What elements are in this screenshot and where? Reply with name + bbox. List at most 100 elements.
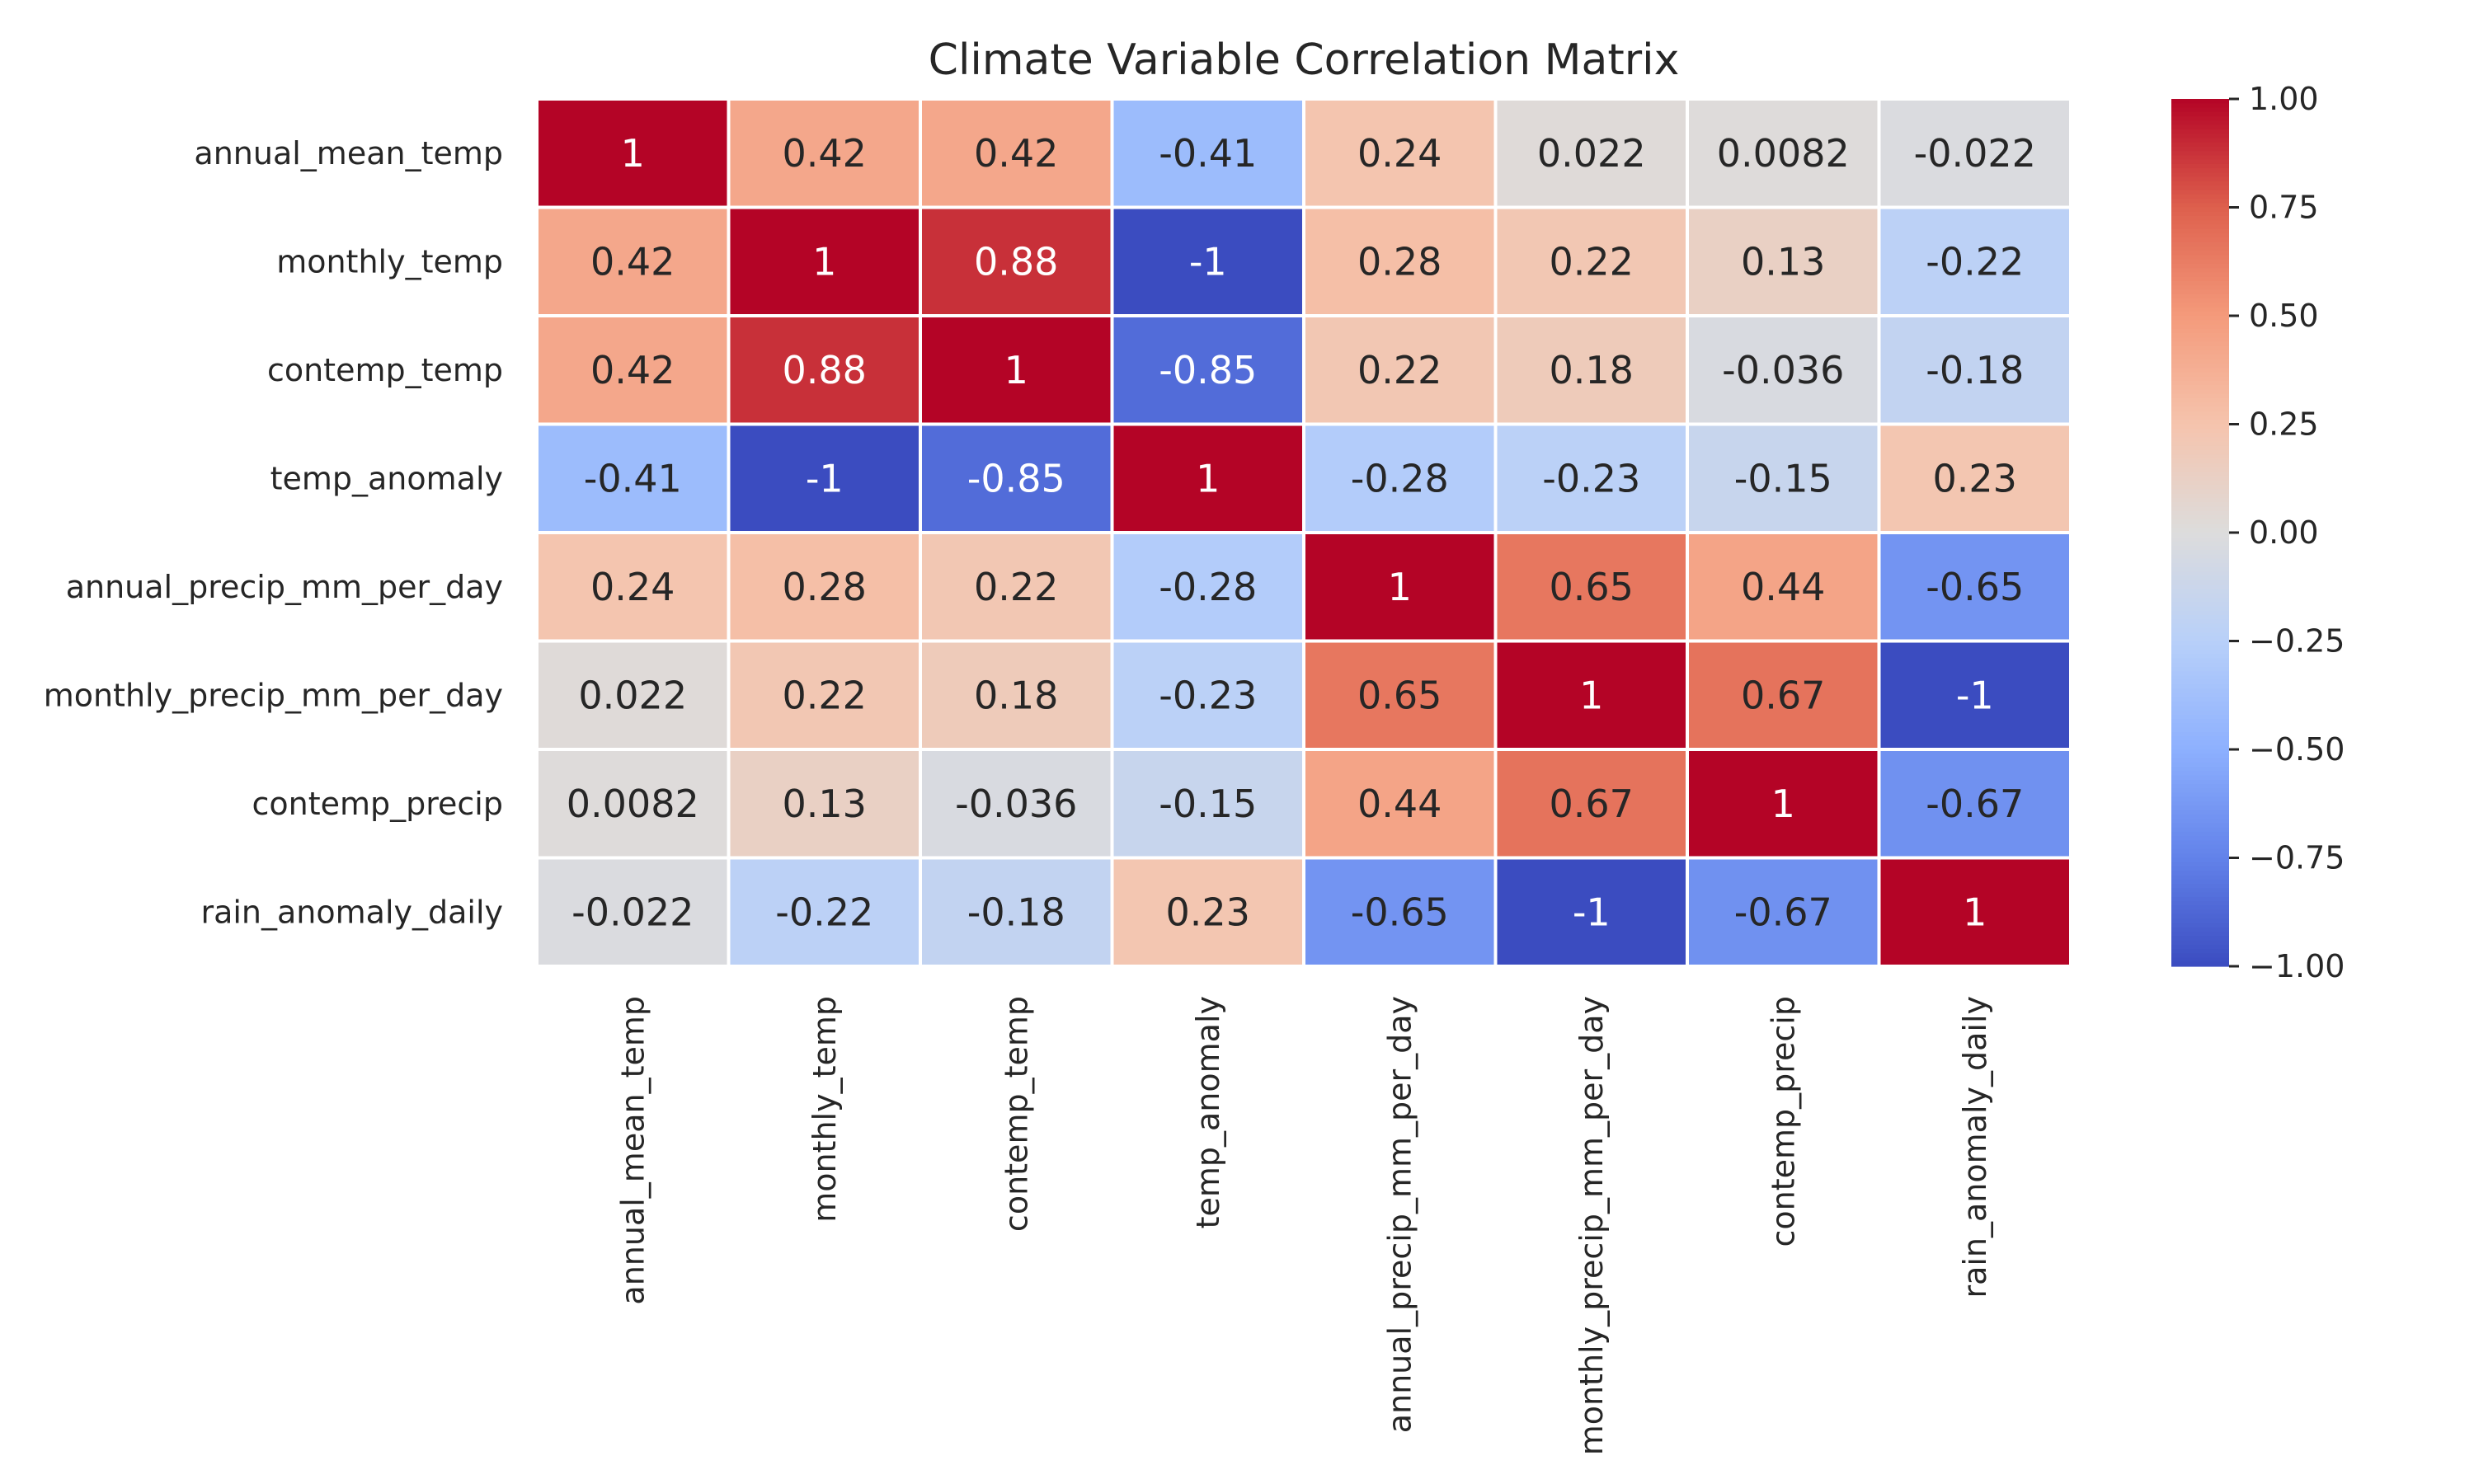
colorbar-segment	[2171, 940, 2229, 946]
chart-title: Climate Variable Correlation Matrix	[929, 35, 1680, 85]
colorbar-segment	[2171, 159, 2229, 165]
colorbar-segment	[2171, 614, 2229, 620]
colorbar-segment	[2171, 176, 2229, 182]
heatmap-cell	[727, 748, 922, 860]
heatmap-cell	[919, 639, 1114, 751]
colorbar-segment	[2171, 641, 2229, 646]
colorbar-segment	[2171, 662, 2229, 668]
colorbar-segment	[2171, 380, 2229, 386]
colorbar-segment	[2171, 606, 2229, 612]
heatmap-cell-value: -0.036	[1722, 348, 1844, 392]
colorbar-segment	[2171, 558, 2229, 564]
colorbar-segment	[2171, 363, 2229, 369]
colorbar-segment	[2171, 497, 2229, 503]
colorbar-segment	[2171, 706, 2229, 711]
heatmap-cell-value: 0.022	[578, 673, 687, 717]
colorbar-segment	[2171, 406, 2229, 412]
colorbar-segment	[2171, 836, 2229, 842]
heatmap-cell-value: 0.28	[783, 565, 867, 609]
heatmap-cell	[1493, 97, 1689, 209]
colorbar-segment	[2171, 328, 2229, 334]
heatmap-cell-value: -0.85	[1159, 348, 1257, 392]
heatmap-cell-value: -0.28	[1159, 565, 1257, 609]
colorbar-segment	[2171, 632, 2229, 637]
colorbar-segment	[2171, 784, 2229, 789]
colorbar-segment	[2171, 909, 2229, 915]
colorbar-segment	[2171, 927, 2229, 932]
colorbar-segment	[2171, 727, 2229, 733]
colorbar: 1.00 0.75 0.50 0.25 0.00 −0.25 −0.50 −0.75 −1.00	[2171, 81, 2345, 984]
colorbar-segment	[2171, 138, 2229, 143]
colorbar-segment	[2171, 263, 2229, 269]
colorbar-segment	[2171, 134, 2229, 139]
colorbar-segment	[2171, 294, 2229, 299]
colorbar-segment	[2171, 667, 2229, 672]
heatmap-cell	[1302, 531, 1498, 643]
colorbar-segment	[2171, 550, 2229, 555]
heatmap-cell-value: -0.23	[1542, 456, 1640, 500]
colorbar-segment	[2171, 255, 2229, 261]
colorbar-segment	[2171, 237, 2229, 243]
colorbar-segment	[2171, 562, 2229, 568]
heatmap-cell-value: -1	[1573, 890, 1611, 934]
colorbar-segment	[2171, 814, 2229, 819]
colorbar-segment	[2171, 359, 2229, 364]
colorbar-segment	[2171, 480, 2229, 486]
colorbar-segment	[2171, 345, 2229, 351]
colorbar-segment	[2171, 107, 2229, 113]
colorbar-segment	[2171, 111, 2229, 117]
colorbar-segment	[2171, 411, 2229, 416]
colorbar-segment	[2171, 589, 2229, 594]
colorbar-segment	[2171, 307, 2229, 312]
colorbar-segment	[2171, 775, 2229, 781]
heatmap-cell-value: -0.41	[584, 456, 682, 500]
colorbar-tick-label: 0.50	[2249, 298, 2319, 334]
colorbar-segment	[2171, 172, 2229, 178]
heatmap-cell-value: -0.67	[1926, 782, 2024, 826]
heatmap-cell-value: 0.44	[1357, 782, 1442, 826]
heatmap-cell-value: 1	[812, 239, 836, 284]
colorbar-segment	[2171, 749, 2229, 754]
colorbar-segment	[2171, 862, 2229, 867]
colorbar-segment	[2171, 228, 2229, 234]
colorbar-segment	[2171, 151, 2229, 156]
colorbar-segment	[2171, 272, 2229, 278]
colorbar-segment	[2171, 485, 2229, 490]
colorbar-segment	[2171, 246, 2229, 251]
colorbar-segment	[2171, 575, 2229, 581]
column-tick-label: monthly_temp	[807, 996, 843, 1223]
colorbar-segment	[2171, 731, 2229, 737]
row-tick-label: contemp_temp	[267, 352, 503, 388]
colorbar-segment	[2171, 397, 2229, 403]
colorbar-tick-label: 0.75	[2249, 190, 2319, 226]
colorbar-segment	[2171, 636, 2229, 642]
colorbar-segment	[2171, 402, 2229, 408]
colorbar-segment	[2171, 831, 2229, 837]
colorbar-segment	[2171, 376, 2229, 382]
colorbar-segment	[2171, 754, 2229, 759]
heatmap-cell	[727, 314, 922, 426]
colorbar-segment	[2171, 142, 2229, 148]
colorbar-segment	[2171, 203, 2229, 209]
colorbar-segment	[2171, 519, 2229, 525]
colorbar-segment	[2171, 251, 2229, 256]
heatmap-cell-value: 0.28	[1357, 239, 1442, 284]
colorbar-segment	[2171, 654, 2229, 660]
colorbar-tick-label: −1.00	[2249, 948, 2345, 984]
heatmap-cell	[1110, 422, 1305, 534]
heatmap-cell	[919, 314, 1114, 426]
colorbar-segment	[2171, 827, 2229, 833]
heatmap-cell-value: -0.18	[1926, 348, 2024, 392]
colorbar-segment	[2171, 888, 2229, 894]
colorbar-segment	[2171, 368, 2229, 373]
colorbar-segment	[2171, 571, 2229, 577]
heatmap-cell-value: -0.18	[967, 890, 1065, 934]
colorbar-segment	[2171, 627, 2229, 633]
colorbar-segment	[2171, 884, 2229, 889]
colorbar-segment	[2171, 129, 2229, 134]
heatmap-cell-value: -0.65	[1926, 565, 2024, 609]
colorbar-segment	[2171, 146, 2229, 152]
colorbar-segment	[2171, 771, 2229, 777]
row-tick-label: temp_anomaly	[270, 460, 503, 496]
heatmap-cell-value: 0.42	[590, 348, 675, 392]
